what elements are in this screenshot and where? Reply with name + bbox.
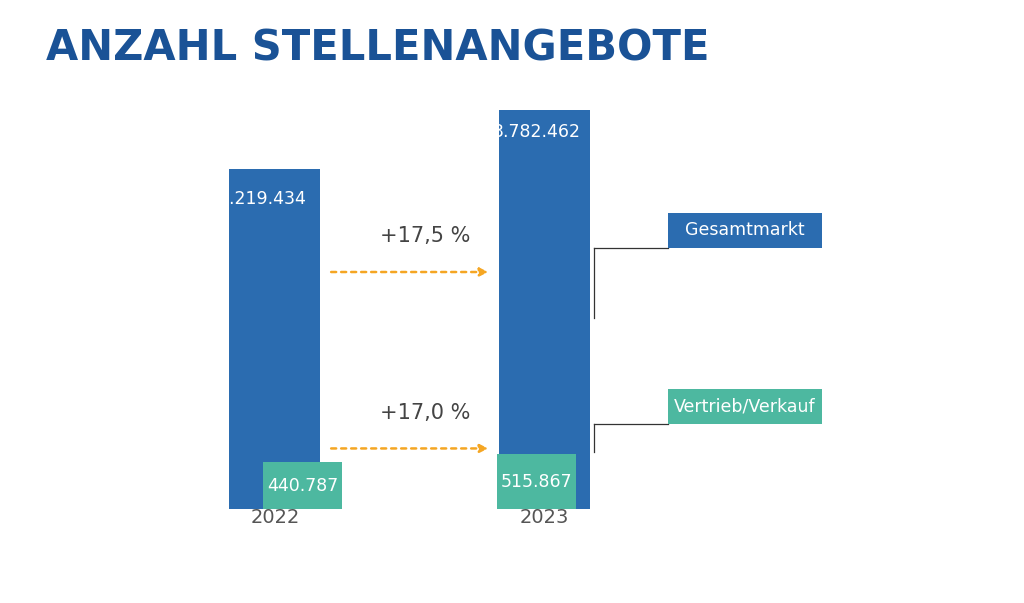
Text: +17,5 %: +17,5 % [380,227,471,247]
FancyBboxPatch shape [668,390,822,424]
Text: 2023: 2023 [520,508,569,528]
Text: 2022: 2022 [250,508,299,528]
Text: ANZAHL STELLENANGEBOTE: ANZAHL STELLENANGEBOTE [46,27,710,69]
FancyBboxPatch shape [668,213,822,248]
Text: Gesamtmarkt: Gesamtmarkt [685,221,805,239]
Text: 3.782.462: 3.782.462 [493,124,581,142]
Text: +17,0 %: +17,0 % [380,403,471,423]
Text: 440.787: 440.787 [267,476,338,494]
Text: 515.867: 515.867 [501,473,572,491]
Text: Vertrieb/Verkauf: Vertrieb/Verkauf [674,397,816,415]
Text: 3.219.434: 3.219.434 [219,190,307,208]
